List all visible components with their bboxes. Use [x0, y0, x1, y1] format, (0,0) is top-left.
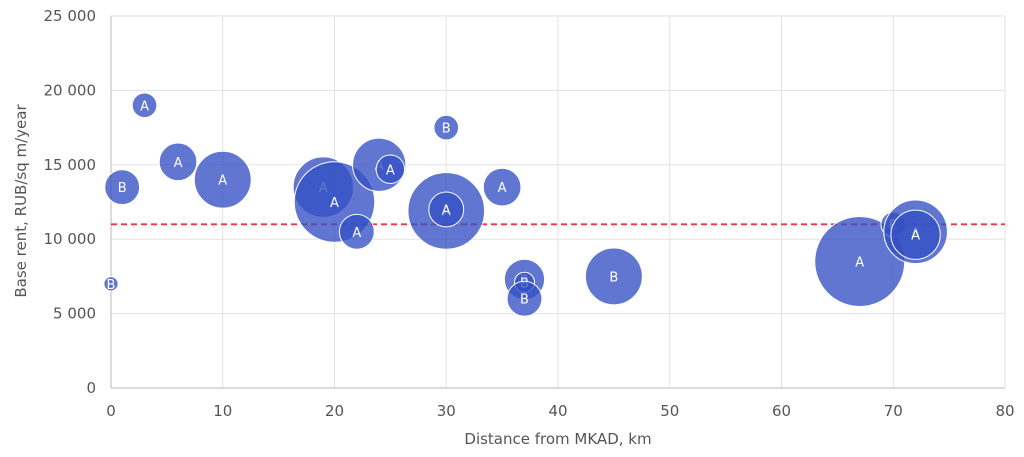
bubble-label: A [442, 203, 451, 218]
bubble-label: A [386, 163, 395, 178]
bubble-point [584, 247, 643, 306]
bubble-label: A [855, 256, 864, 271]
x-tick-label: 20 [325, 402, 344, 420]
bubbles: BBAAAAAAAABAAABBBBABAA [103, 92, 948, 317]
bubble-label: A [218, 174, 227, 189]
x-axis-label: Distance from MKAD, km [464, 430, 651, 448]
y-tick-label: 5 000 [53, 305, 96, 323]
y-tick-label: 0 [86, 379, 96, 397]
tick-labels: 0 10 20 30 40 50 60 70 80 0 5 000 10 000 15 000 20 00… [44, 7, 1015, 420]
y-tick-label: 25 000 [44, 7, 97, 25]
bubble-label: A [140, 99, 149, 114]
bubble-label: A [352, 226, 361, 241]
bubble-point [338, 213, 375, 250]
bubble-label: B [118, 181, 127, 196]
x-tick-label: 0 [106, 402, 116, 420]
bubble-point [375, 154, 406, 184]
grid-lines [110, 15, 1006, 389]
bubble-label: A [911, 229, 920, 244]
bubble-point [433, 114, 460, 141]
bubble-label: A [498, 181, 507, 196]
x-tick-label: 50 [660, 402, 679, 420]
bubble-point [103, 276, 119, 292]
bubble-label: B [107, 278, 116, 293]
bubble-label: A [174, 156, 183, 171]
bubble-point [131, 92, 158, 119]
bubble-point [158, 142, 198, 182]
bubble-point [428, 191, 465, 228]
bubble-label: B [609, 270, 618, 285]
bubble-label: A [330, 196, 339, 211]
bubble-point [482, 167, 522, 207]
axes [110, 16, 1005, 389]
x-tick-label: 80 [995, 402, 1014, 420]
bubble-point [506, 280, 543, 317]
x-tick-label: 10 [213, 402, 232, 420]
x-tick-label: 30 [437, 402, 456, 420]
bubble-label: B [520, 293, 529, 308]
y-tick-label: 20 000 [44, 81, 97, 99]
y-tick-label: 10 000 [44, 230, 97, 248]
x-tick-label: 60 [772, 402, 791, 420]
x-tick-label: 40 [548, 402, 567, 420]
bubble-point [890, 209, 941, 260]
bubble-point [104, 169, 141, 206]
bubble-point [193, 150, 252, 209]
x-tick-label: 70 [884, 402, 903, 420]
bubble-label: B [442, 122, 451, 137]
y-axis-label: Base rent, RUB/sq m/year [12, 104, 30, 298]
y-tick-label: 15 000 [44, 156, 97, 174]
